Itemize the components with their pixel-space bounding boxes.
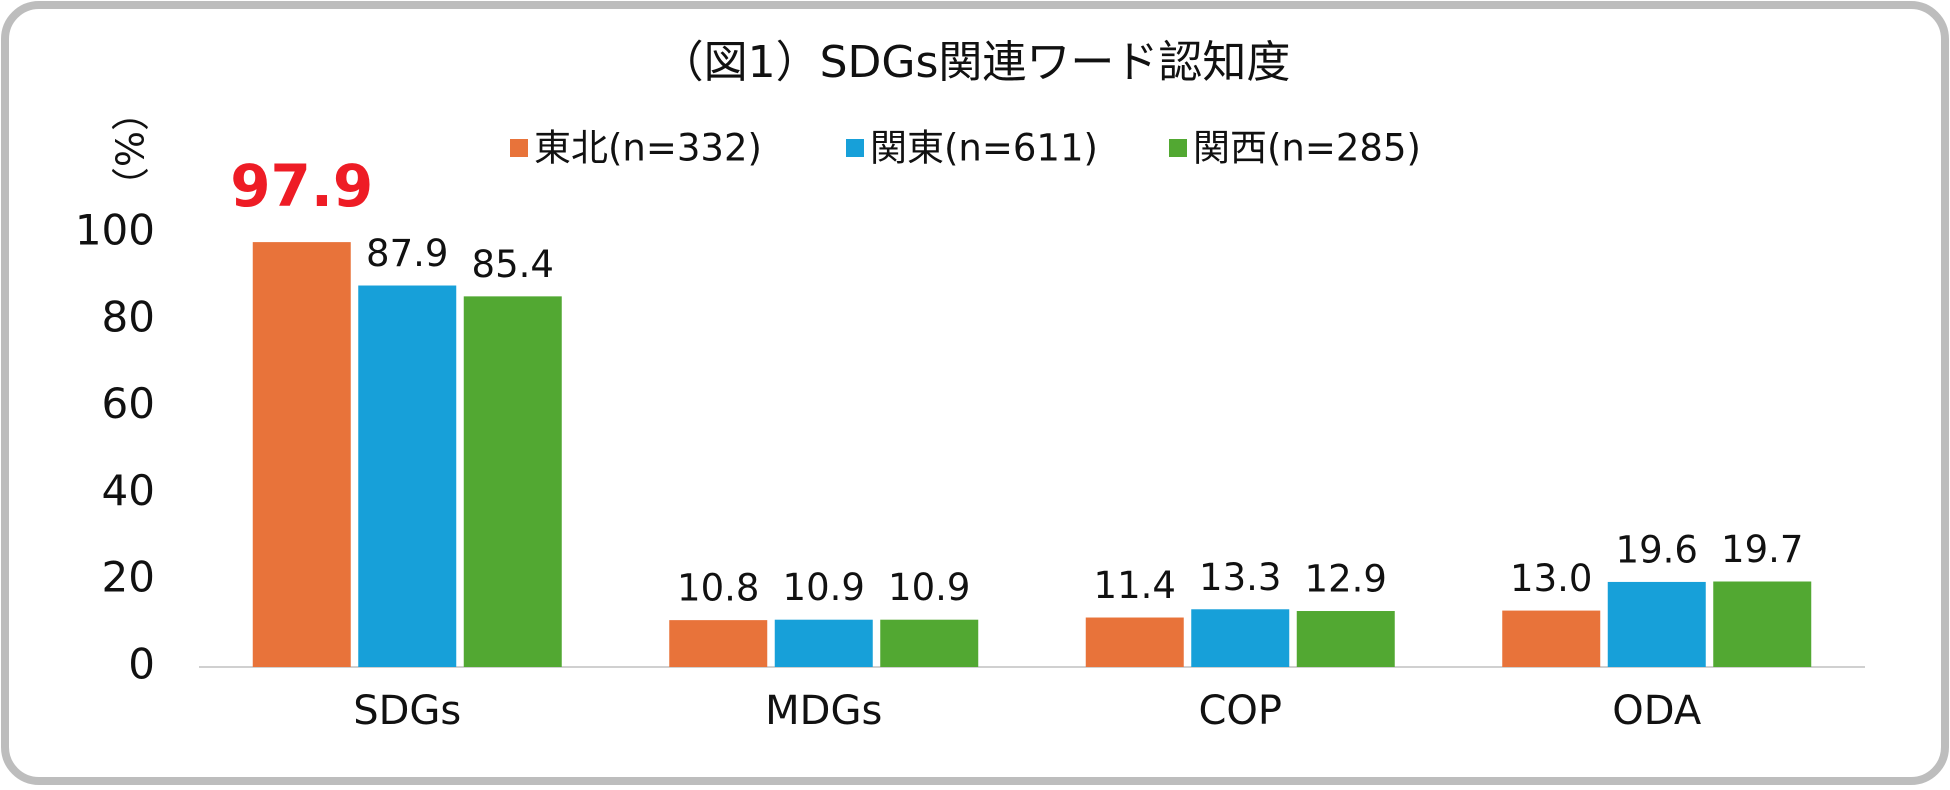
y-tick-label: 100	[75, 206, 155, 255]
x-tick-label: ODA	[1612, 688, 1702, 734]
x-tick-label: COP	[1198, 688, 1282, 734]
bar	[1713, 582, 1811, 667]
y-tick-label: 40	[102, 466, 155, 515]
bar	[358, 286, 456, 667]
bar	[669, 620, 767, 667]
chart: （図1）SDGs関連ワード認知度 （%） 0 20 40 60 80 100 東北(n=33…	[0, 0, 1950, 786]
data-label: 12.9	[1305, 558, 1387, 601]
data-label: 87.9	[366, 232, 448, 275]
chart-title: （図1）SDGs関連ワード認知度	[660, 37, 1291, 88]
bar	[1191, 609, 1289, 667]
bar	[880, 620, 978, 667]
legend-label: 東北(n=332)	[534, 127, 762, 170]
y-tick-label: 20	[102, 553, 155, 602]
bar	[1502, 611, 1600, 667]
data-label: 85.4	[472, 243, 554, 286]
y-tick-label: 60	[102, 379, 155, 428]
data-label: 19.6	[1616, 528, 1698, 571]
legend-label: 関西(n=285)	[1193, 127, 1421, 170]
y-tick-label: 80	[102, 292, 155, 341]
legend-label: 関東(n=611)	[870, 127, 1098, 170]
x-tick-label: MDGs	[765, 688, 882, 734]
data-label: 11.4	[1094, 564, 1176, 607]
y-tick-label: 0	[128, 640, 155, 689]
data-label: 10.9	[783, 566, 865, 609]
bar	[1608, 582, 1706, 667]
data-label: 10.8	[677, 567, 759, 610]
bar	[1086, 618, 1184, 667]
bar	[253, 242, 351, 667]
bar	[1297, 611, 1395, 667]
legend-swatch	[846, 139, 864, 157]
data-label: 13.3	[1199, 556, 1281, 599]
data-label: 97.9	[230, 152, 373, 220]
data-label: 19.7	[1721, 528, 1803, 571]
data-label: 13.0	[1510, 557, 1592, 600]
bar	[775, 620, 873, 667]
legend-swatch	[1169, 139, 1187, 157]
y-axis-label: （%）	[107, 93, 151, 205]
bar	[464, 296, 562, 667]
legend-swatch	[510, 139, 528, 157]
x-tick-label: SDGs	[353, 688, 461, 734]
data-label: 10.9	[888, 566, 970, 609]
